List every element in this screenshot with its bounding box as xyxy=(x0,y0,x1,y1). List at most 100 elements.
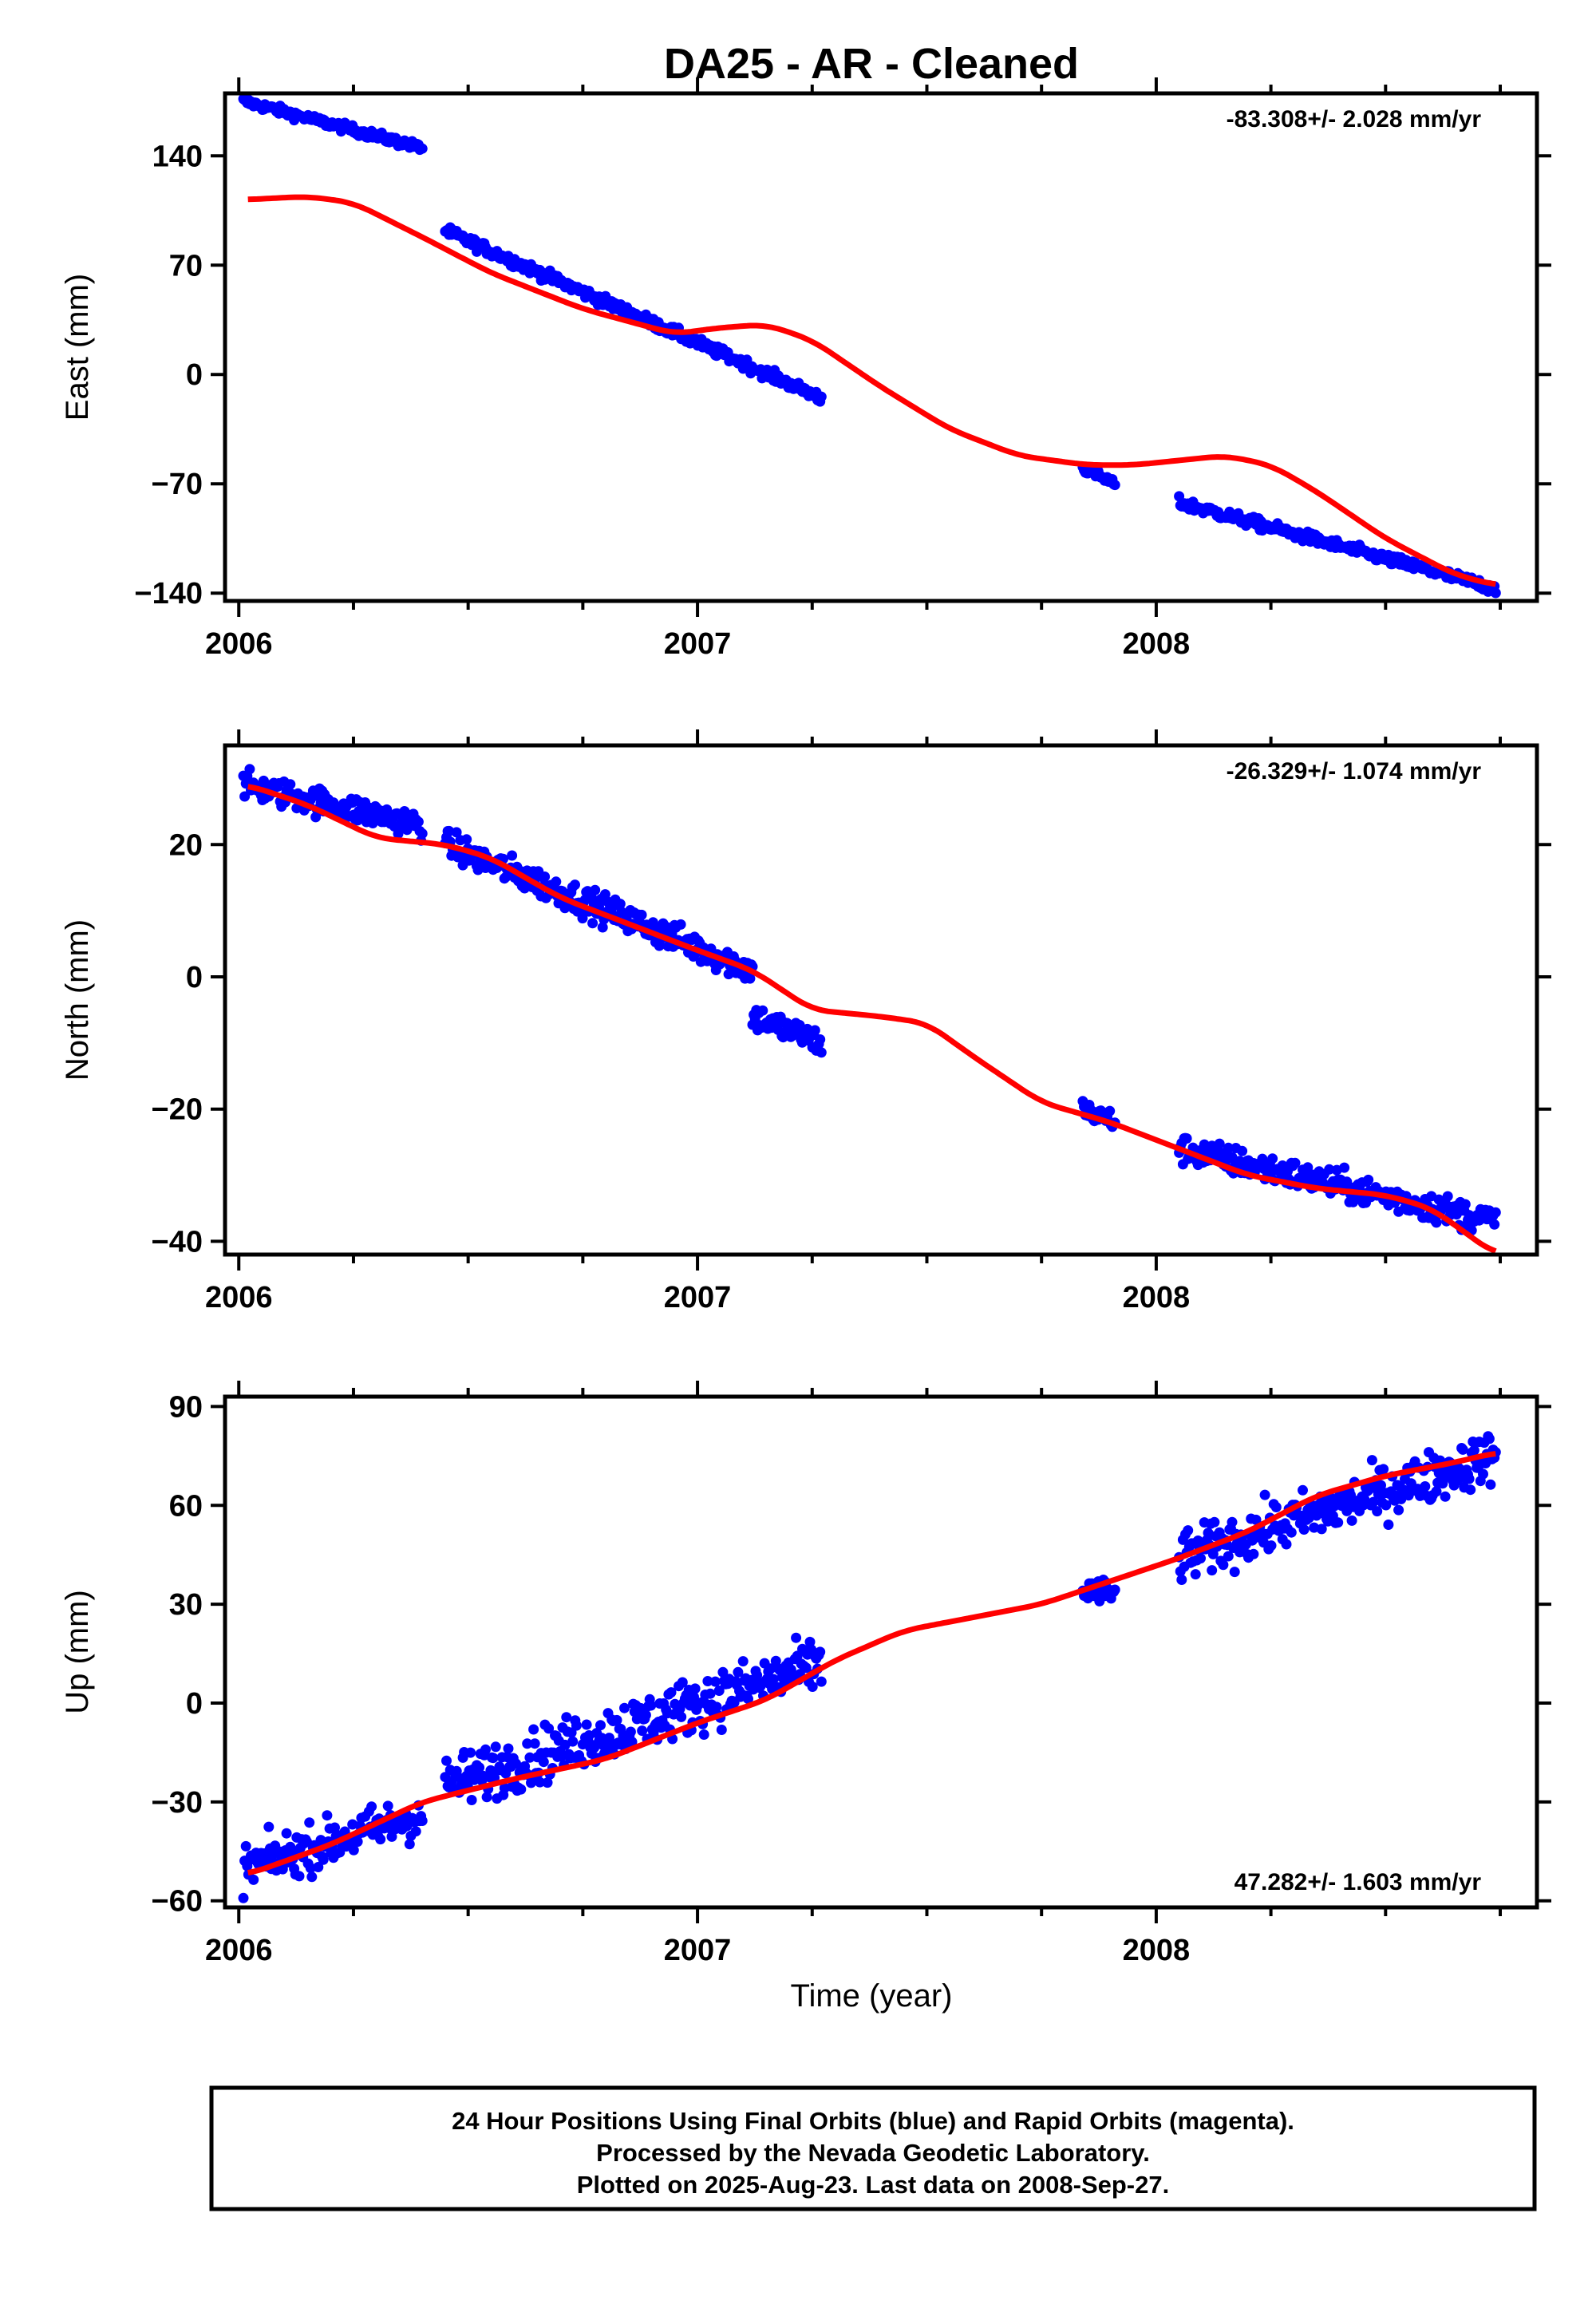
y-axis: 20 0 −20 −40 xyxy=(152,828,1551,1259)
data-point xyxy=(1281,1539,1292,1550)
y-tick-label: 60 xyxy=(169,1489,203,1523)
data-point xyxy=(539,871,551,882)
data-point xyxy=(611,1714,622,1725)
data-point xyxy=(528,1724,539,1735)
x-axis: 2006 2007 2008 xyxy=(205,77,1503,661)
panel-north: 2006 2007 2008 20 0 −20 −40 North (mm) -26.329+/… xyxy=(60,729,1551,1314)
x-tick-label: 2008 xyxy=(1123,627,1191,661)
data-point xyxy=(675,919,686,930)
data-point xyxy=(281,1828,292,1839)
data-point xyxy=(294,1871,305,1882)
footer-line-2: Processed by the Nevada Geodetic Laborat… xyxy=(596,2139,1150,2167)
data-point xyxy=(1266,1540,1277,1551)
data-point xyxy=(1207,1565,1218,1576)
data-point xyxy=(1181,1133,1192,1144)
data-point xyxy=(1302,1162,1314,1173)
north-model-line xyxy=(247,784,1497,1254)
y-tick-label: −140 xyxy=(134,577,203,611)
data-point xyxy=(263,1821,275,1832)
data-point xyxy=(1460,1199,1471,1210)
data-point xyxy=(815,1034,826,1045)
data-point xyxy=(347,1819,358,1830)
data-point xyxy=(1431,1486,1442,1497)
data-point xyxy=(318,1854,329,1865)
y-tick-label: 0 xyxy=(186,358,203,392)
data-point xyxy=(717,1666,729,1678)
data-point xyxy=(516,1784,527,1795)
y-tick-label: 0 xyxy=(186,1687,203,1721)
data-point xyxy=(524,1752,535,1763)
y-tick-label: −70 xyxy=(152,468,203,501)
x-axis: 2006 2007 2008 xyxy=(205,1381,1503,1967)
data-point xyxy=(1489,1219,1500,1230)
data-point xyxy=(1104,1105,1116,1117)
data-point xyxy=(461,834,472,845)
data-point xyxy=(451,827,462,838)
data-point xyxy=(791,1632,802,1643)
data-point xyxy=(737,1656,749,1667)
data-point xyxy=(310,812,322,823)
x-tick-label: 2008 xyxy=(1123,1281,1191,1314)
data-point xyxy=(1378,1464,1389,1475)
data-point xyxy=(1368,1496,1379,1508)
y-tick-label: 140 xyxy=(152,140,203,173)
data-point xyxy=(587,918,598,929)
data-point xyxy=(1381,1500,1392,1511)
data-point xyxy=(757,1005,768,1016)
data-point xyxy=(716,1725,727,1735)
data-point xyxy=(768,1674,779,1685)
data-point xyxy=(1195,1553,1206,1564)
plot-area xyxy=(238,93,1501,599)
data-point xyxy=(240,1840,251,1852)
data-point xyxy=(1393,1504,1404,1516)
plot-frame xyxy=(223,1394,1539,1910)
data-point xyxy=(322,1810,333,1821)
footer-box: 24 Hour Positions Using Final Orbits (bl… xyxy=(209,2085,1537,2211)
data-point xyxy=(637,1725,648,1737)
data-point xyxy=(614,899,626,910)
data-point xyxy=(535,1777,545,1788)
data-point xyxy=(807,1682,818,1692)
east-model-line xyxy=(247,194,1496,587)
plot-frame xyxy=(223,91,1539,603)
data-point xyxy=(410,1826,421,1837)
y-tick-label: 20 xyxy=(169,828,203,862)
data-point xyxy=(382,1800,393,1812)
data-point xyxy=(417,143,428,154)
data-point xyxy=(816,1676,827,1687)
data-point xyxy=(1483,1433,1495,1445)
data-point xyxy=(1190,1569,1201,1580)
data-point xyxy=(1248,1548,1259,1559)
up-points xyxy=(238,1431,1501,1903)
data-point xyxy=(417,1816,428,1826)
data-point xyxy=(507,850,518,861)
data-point xyxy=(640,1709,651,1721)
data-point xyxy=(1442,1191,1453,1202)
data-point xyxy=(590,884,601,895)
data-point xyxy=(441,1755,452,1766)
data-point xyxy=(743,1694,753,1705)
plot-frame xyxy=(223,743,1539,1257)
data-point xyxy=(816,1047,827,1058)
data-point xyxy=(1383,1520,1394,1530)
data-point xyxy=(503,1743,514,1754)
data-point xyxy=(1218,1559,1229,1571)
data-point xyxy=(1298,1524,1310,1535)
y-tick-label: 0 xyxy=(186,961,203,994)
x-tick-label: 2008 xyxy=(1123,1934,1191,1967)
data-point xyxy=(543,1723,555,1734)
east-points xyxy=(238,93,1501,599)
data-point xyxy=(1176,1575,1187,1585)
data-point xyxy=(800,1662,812,1674)
data-point xyxy=(570,879,580,891)
data-point xyxy=(676,1711,687,1722)
data-point xyxy=(1490,1207,1501,1218)
y-tick-label: −40 xyxy=(152,1225,203,1259)
data-point xyxy=(794,1020,805,1030)
data-point xyxy=(1214,1138,1225,1149)
data-point xyxy=(604,1733,614,1744)
data-point xyxy=(313,1862,324,1872)
data-point xyxy=(465,1747,476,1758)
footer-line-1: 24 Hour Positions Using Final Orbits (bl… xyxy=(452,2107,1294,2135)
data-point xyxy=(538,1757,549,1768)
